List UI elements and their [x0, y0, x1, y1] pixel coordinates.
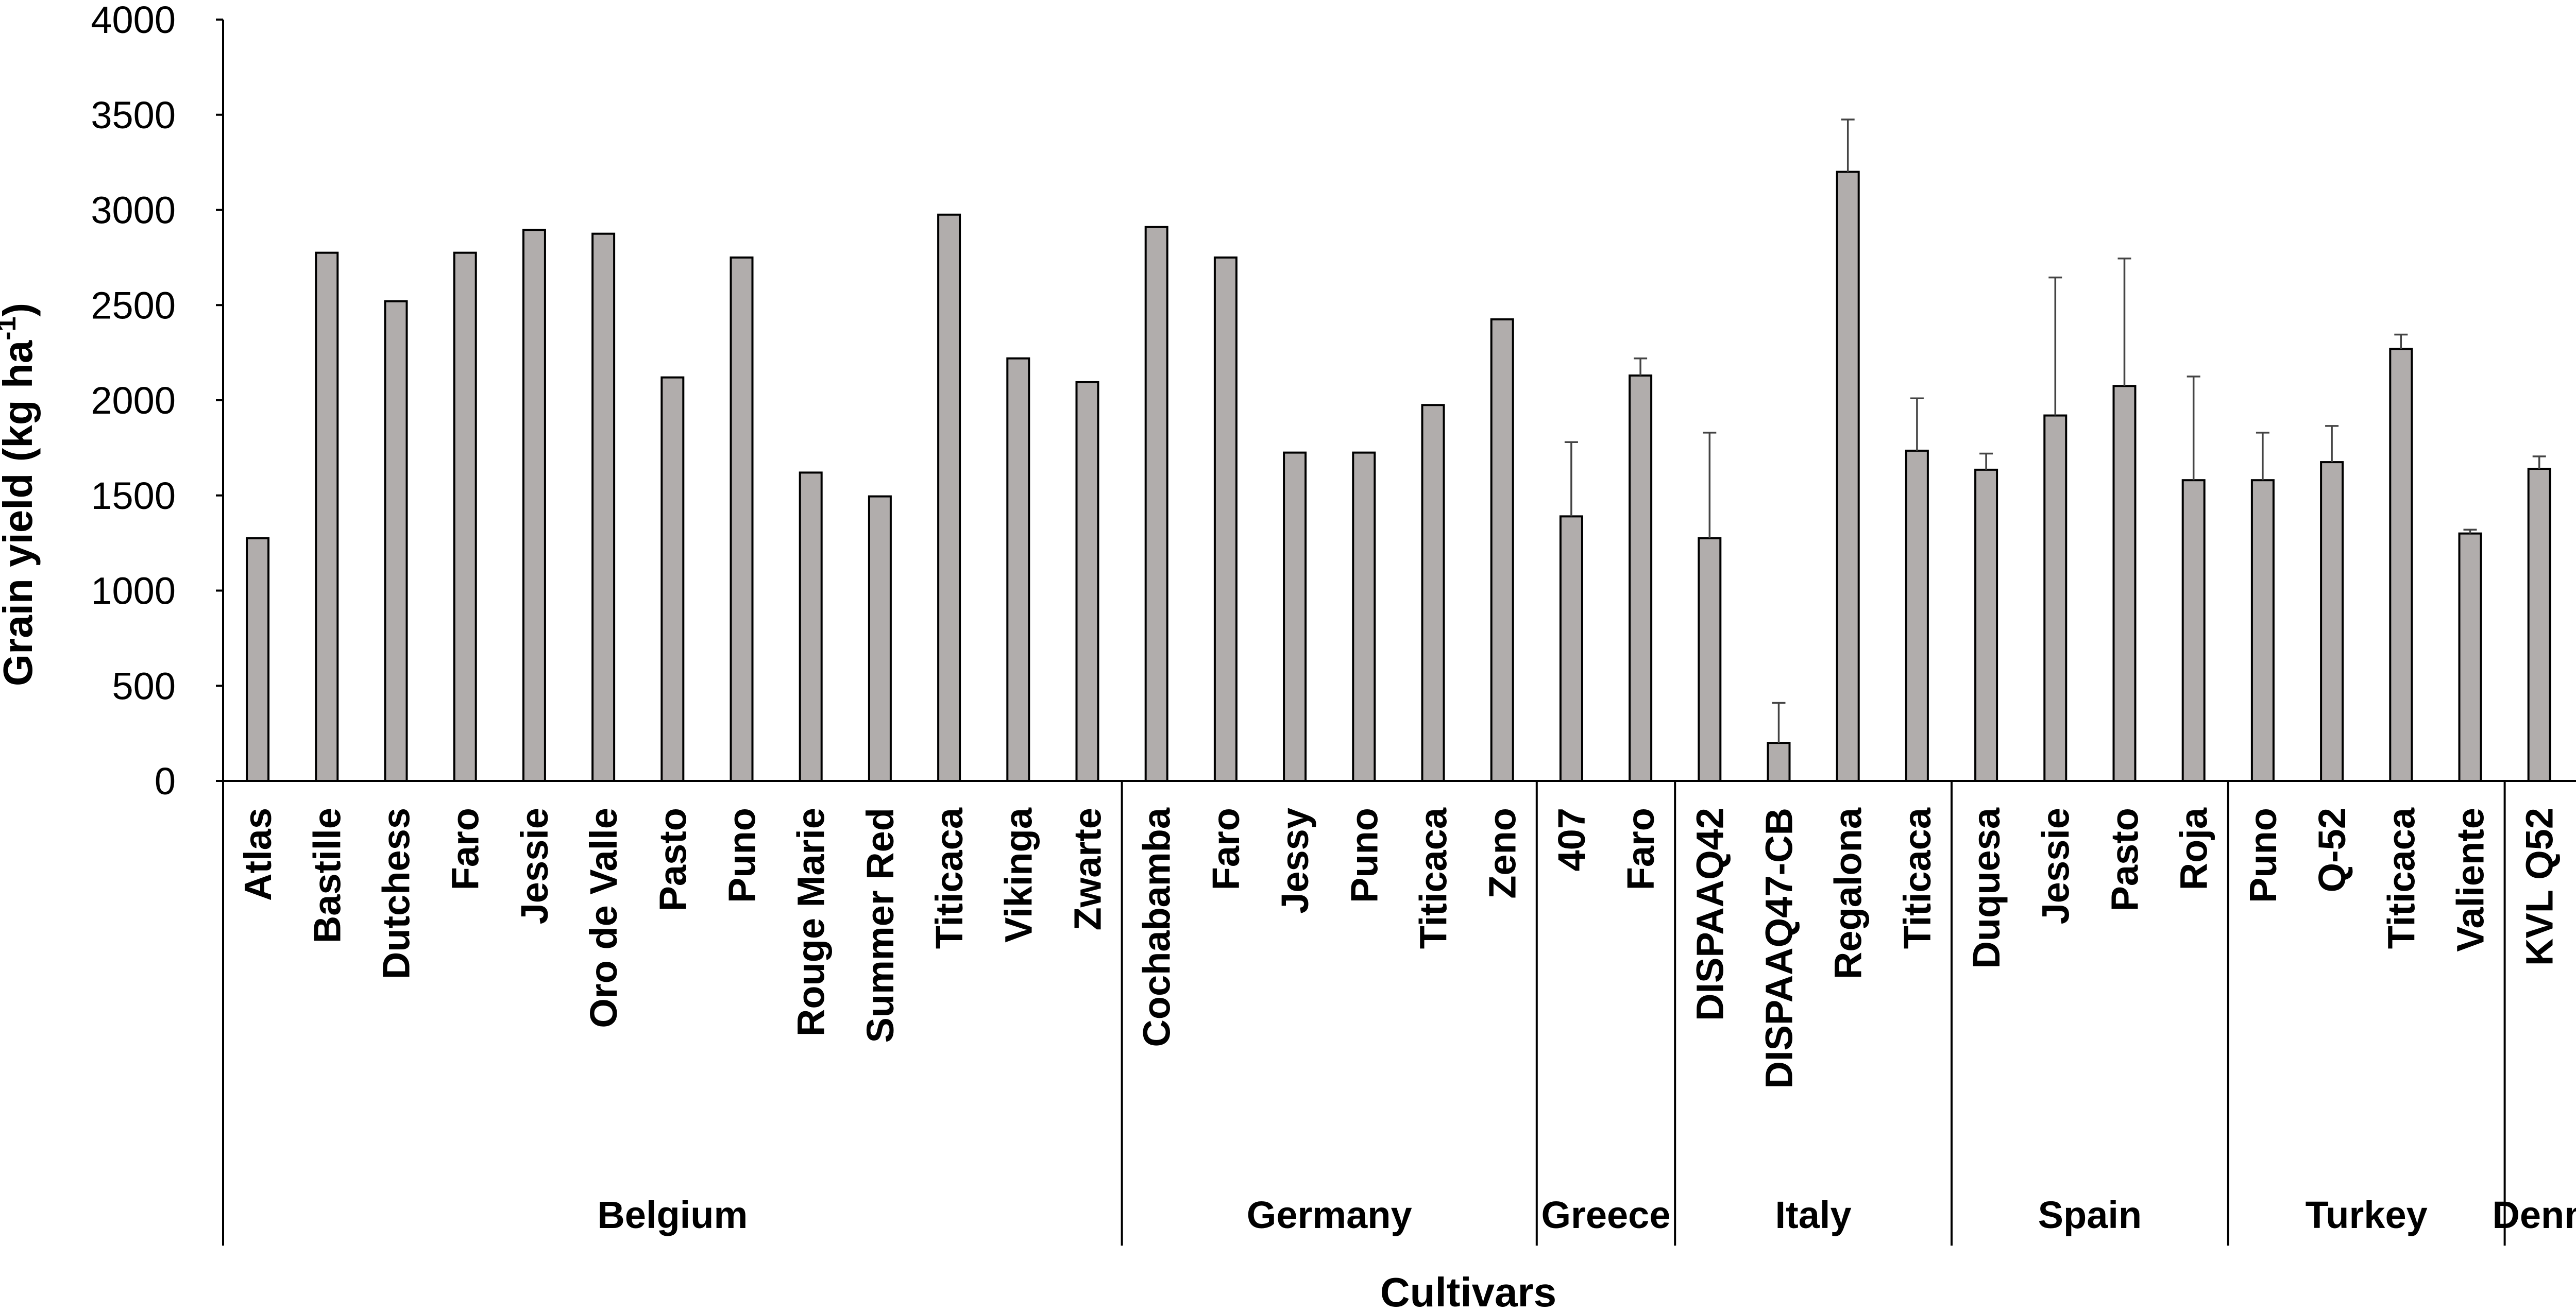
y-tick-label: 500 [112, 665, 176, 707]
bar [1213, 256, 1238, 782]
y-tick-label: 3000 [91, 189, 176, 232]
category-label: Titicaca [2380, 807, 2422, 949]
bar [2250, 479, 2275, 782]
group-label: Italy [1775, 1194, 1852, 1236]
category-label: Cochabamba [1136, 807, 1178, 1047]
plot-area: 0 500 1000 1500 2000 2500 3000 3500 4000 Atlas Bas… [91, 0, 2576, 1246]
category-label: KVL Q52 [2518, 808, 2561, 966]
x-axis-title: Cultivars [1380, 1269, 1556, 1311]
group-label: Germany [1247, 1194, 1412, 1236]
category-label: Rouge Marie [790, 808, 833, 1036]
y-axis-title-close: ) [0, 303, 41, 317]
bar [1629, 374, 1653, 782]
category-label: Jessy [1274, 808, 1316, 914]
y-axis-title-sup: -1 [0, 317, 22, 340]
bar [246, 537, 270, 782]
category-label: Puno [2242, 808, 2284, 903]
y-tick-label: 2500 [91, 284, 176, 327]
category-label: Bastille [306, 808, 348, 943]
y-tick-label: 3500 [91, 94, 176, 137]
category-label: Pasto [2104, 808, 2146, 912]
category-label: DISPAAQ47-CB [1758, 808, 1801, 1089]
bar [1836, 171, 1860, 782]
category-label: Duquesa [1965, 807, 2008, 968]
bar [2389, 348, 2413, 782]
category-label: Jessie [2034, 808, 2077, 924]
category-label: Faro [444, 808, 487, 890]
bar [937, 213, 961, 782]
bar [1767, 742, 1791, 782]
group-label: Greece [1541, 1194, 1671, 1236]
category-label: Atlas [236, 808, 279, 901]
bar [1352, 451, 1376, 782]
y-tick-label: 1000 [91, 570, 176, 612]
bar [730, 256, 754, 782]
group-label: Denmark [2492, 1194, 2576, 1236]
bar [2043, 414, 2067, 782]
group-label: Turkey [2306, 1194, 2428, 1236]
category-label: Vikinga [997, 807, 1040, 943]
category-label: Oro de Valle [582, 808, 625, 1028]
bar [1905, 449, 1929, 782]
category-label: Roja [2173, 807, 2215, 890]
bar [1559, 515, 1583, 782]
y-axis-title-main: Grain yield (kg ha [0, 340, 41, 686]
bar [453, 251, 477, 782]
category-label: Titicaca [1412, 807, 1455, 949]
category-label: Zwarte [1066, 808, 1109, 931]
bar [1698, 537, 1722, 782]
y-tick-label: 2000 [91, 379, 176, 422]
bar [1144, 226, 1168, 782]
category-label: Summer Red [859, 808, 902, 1043]
bar [2527, 468, 2551, 782]
category-label: Puno [721, 808, 764, 903]
y-axis-title: Grain yield (kg ha-1) [0, 303, 41, 686]
group-label: Spain [2038, 1194, 2142, 1236]
category-label: 407 [1550, 808, 1593, 871]
category-label: Jessie [513, 808, 556, 924]
bar [2112, 385, 2137, 782]
category-label: Valiente [2449, 808, 2492, 952]
bar [384, 300, 408, 782]
bar [868, 495, 892, 782]
group-label: Belgium [597, 1194, 748, 1236]
bar [1490, 318, 1514, 782]
category-label: Pasto [651, 808, 694, 912]
category-label: Puno [1343, 808, 1385, 903]
category-label: Dutchess [375, 808, 418, 979]
bar [1283, 451, 1307, 782]
bar [1006, 357, 1030, 782]
bar [2458, 532, 2482, 782]
category-label: Q-52 [2311, 808, 2353, 893]
bar [315, 251, 339, 782]
bar [1974, 468, 1998, 782]
category-label: Regalona [1827, 807, 1870, 979]
category-label: Zeno [1481, 808, 1524, 899]
category-label: Faro [1205, 808, 1247, 890]
y-tick-label: 0 [155, 760, 176, 803]
category-label: Faro [1619, 808, 1662, 890]
category-label: Titicaca [928, 807, 971, 949]
bar [1421, 404, 1445, 782]
y-tick-label: 1500 [91, 474, 176, 517]
category-label: Titicaca [1896, 807, 1939, 949]
y-tick-label: 4000 [91, 0, 176, 41]
bar [799, 471, 823, 782]
bar [2181, 479, 2206, 782]
bar [2320, 461, 2344, 782]
category-label: DISPAAQ42 [1688, 808, 1731, 1021]
bar [522, 229, 546, 782]
bar [660, 376, 685, 782]
bar [1075, 381, 1099, 782]
bar [591, 232, 616, 782]
